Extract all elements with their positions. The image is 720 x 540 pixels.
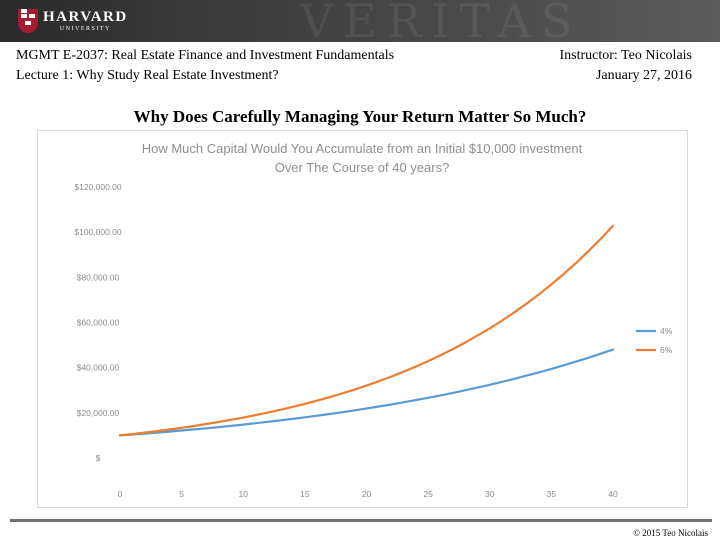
logo-sub-text: UNIVERSITY [59,26,111,32]
logo-main-text: HARVARD [43,9,128,25]
x-tick-label: 10 [239,489,249,499]
y-tick-label: $20,000.00 [77,408,120,418]
series-line-4pct [118,348,615,437]
y-tick-label: $40,000.00 [77,363,120,373]
x-tick-label: 20 [362,489,372,499]
x-tick-label: 35 [547,489,557,499]
footer-divider [10,519,712,522]
x-tick-label: 40 [608,489,618,499]
y-tick-label: $80,000.00 [77,272,120,282]
banner-watermark: VERITAS [300,0,583,42]
x-tick-label: 25 [423,489,433,499]
x-tick-label: 30 [485,489,495,499]
slide-title: Why Does Carefully Managing Your Return … [133,107,587,126]
x-tick-label: 0 [118,489,123,499]
x-tick-label: 15 [300,489,310,499]
harvard-logo: HARVARD UNIVERSITY [18,9,128,33]
harvard-shield-icon [18,9,38,33]
copyright-notice: © 2015 Teo Nicolais [633,528,708,538]
y-tick-label: $120,000.00 [74,182,122,192]
line-chart: How Much Capital Would You Accumulate fr… [74,141,673,499]
chart-frame: How Much Capital Would You Accumulate fr… [37,130,688,508]
y-tick-label: $100,000.00 [74,227,122,237]
header-banner: VERITAS HARVARD UNIVERSITY [0,0,720,42]
chart-title-line: Over The Course of 40 years? [275,160,450,175]
legend-label-6pct: 6% [660,345,673,355]
instructor-name: Instructor: Teo Nicolais [559,48,692,63]
series-line-6pct [118,224,615,437]
course-title: MGMT E-2037: Real Estate Finance and Inv… [16,48,395,63]
lecture-date: January 27, 2016 [595,68,692,83]
chart-title-line: How Much Capital Would You Accumulate fr… [142,141,583,156]
y-tick-label: $ [96,453,101,463]
lecture-title: Lecture 1: Why Study Real Estate Investm… [16,68,279,83]
legend-label-4pct: 4% [660,326,673,336]
x-tick-label: 5 [179,489,184,499]
y-tick-label: $60,000.00 [77,318,120,328]
